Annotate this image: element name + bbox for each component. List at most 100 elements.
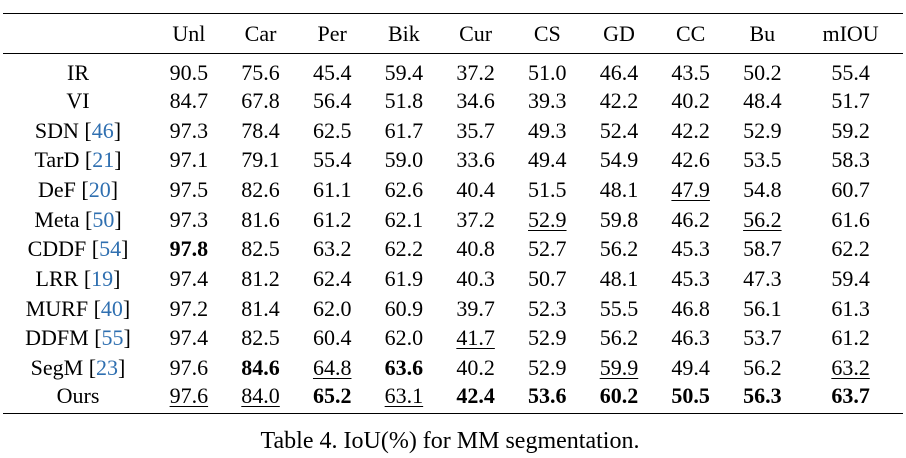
- cell-value: 84.0: [241, 382, 280, 408]
- table-row: DDFM [55] 97.4 82.5 60.4 62.0 41.7 52.9 56.2 46.…: [3, 324, 903, 354]
- citation-link[interactable]: 46: [91, 117, 114, 143]
- cell-value: 63.2: [831, 355, 870, 381]
- column-header: GD: [583, 13, 655, 54]
- table-row: MURF [40] 97.2 81.4 62.0 60.9 39.7 52.3 55.5 46.…: [3, 294, 903, 324]
- value-cell: 56.3: [726, 382, 799, 414]
- cell-value: 63.7: [831, 382, 870, 408]
- value-cell: 64.8: [296, 353, 368, 383]
- cell-value: 62.4: [312, 265, 352, 291]
- cell-value: 97.6: [169, 355, 209, 381]
- value-cell: 50.7: [511, 264, 583, 294]
- value-cell: 63.2: [798, 353, 903, 383]
- method-cell: SDN [46]: [34, 117, 122, 143]
- value-cell: 97.6: [153, 382, 225, 414]
- cell-value: 61.2: [831, 325, 870, 351]
- value-cell: 53.5: [727, 145, 799, 175]
- citation-link[interactable]: 50: [92, 206, 115, 232]
- value-cell: 48.1: [583, 175, 655, 205]
- cell-value: 52.9: [743, 117, 782, 143]
- value-cell: 52.9: [511, 324, 583, 354]
- value-cell: 42.6: [655, 145, 727, 175]
- value-cell: 78.4: [225, 116, 297, 146]
- cell-value: 62.2: [831, 236, 870, 262]
- method-name: LRR: [35, 265, 79, 291]
- column-header: CS: [511, 13, 584, 54]
- citation-link[interactable]: 19: [91, 265, 114, 291]
- value-cell: 42.2: [583, 86, 655, 116]
- cell-value: 40.2: [671, 87, 710, 113]
- table-row: CDDF [54] 97.8 82.5 63.2 62.2 40.8 52.7 56.2 45.…: [3, 234, 903, 264]
- method-name: VI: [66, 87, 90, 113]
- method-name: Ours: [56, 382, 100, 408]
- citation-link[interactable]: 40: [100, 295, 123, 321]
- cell-value: 90.5: [169, 60, 209, 85]
- value-cell: 61.9: [368, 264, 440, 294]
- cell-value: 97.3: [169, 117, 209, 143]
- cell-value: 97.5: [169, 176, 209, 202]
- cell-value: 56.4: [312, 87, 352, 113]
- value-cell: 62.0: [368, 324, 440, 354]
- value-cell: 82.6: [225, 175, 297, 205]
- method-name: MURF: [25, 295, 89, 321]
- column-header: Per: [296, 13, 369, 54]
- value-cell: 62.2: [798, 234, 903, 264]
- cell-value: 47.9: [671, 176, 710, 202]
- cell-value: 50.5: [671, 382, 710, 408]
- cell-value: 42.6: [671, 147, 710, 173]
- citation-link[interactable]: 54: [99, 236, 122, 262]
- value-cell: 49.3: [511, 116, 583, 146]
- value-cell: 45.3: [655, 264, 727, 294]
- value-cell: 97.4: [153, 324, 225, 354]
- cell-value: 46.8: [671, 295, 710, 321]
- value-cell: 49.4: [511, 145, 583, 175]
- method-cell: MURF [40]: [25, 295, 131, 321]
- cell-value: 59.8: [599, 206, 639, 232]
- value-cell: 50.5: [654, 382, 727, 414]
- cell-value: 37.2: [456, 206, 495, 232]
- cell-value: 53.5: [743, 147, 782, 173]
- value-cell: 59.4: [368, 54, 440, 87]
- value-cell: 75.6: [225, 54, 297, 87]
- value-cell: 52.9: [511, 205, 583, 235]
- table-row: VI 84.7 67.8 56.4 51.8 34.6 39.3 42.2 40.2 48.4 51…: [3, 86, 903, 116]
- cell-value: 62.0: [312, 295, 352, 321]
- citation-link[interactable]: 20: [88, 176, 111, 202]
- value-cell: 33.6: [440, 145, 512, 175]
- table-row: LRR [19] 97.4 81.2 62.4 61.9 40.3 50.7 48.1 45.3…: [3, 264, 903, 294]
- cell-value: 61.7: [384, 117, 424, 143]
- value-cell: 45.4: [296, 54, 368, 87]
- value-cell: 39.7: [440, 294, 512, 324]
- cell-value: 53.6: [528, 382, 567, 408]
- method-name: SegM: [30, 355, 84, 381]
- cell-value: 49.4: [528, 147, 567, 173]
- citation-link[interactable]: 23: [96, 355, 119, 381]
- value-cell: 54.9: [583, 145, 655, 175]
- cell-value: 59.9: [599, 355, 639, 381]
- cell-value: 53.7: [743, 325, 782, 351]
- value-cell: 48.1: [583, 264, 655, 294]
- cell-value: 60.7: [831, 176, 870, 202]
- cell-value: 60.4: [312, 325, 352, 351]
- method-name: SDN: [34, 117, 79, 143]
- cell-value: 59.2: [831, 117, 870, 143]
- citation-link[interactable]: 55: [101, 325, 124, 351]
- cell-value: 39.7: [456, 295, 495, 321]
- table-row: DeF [20] 97.5 82.6 61.1 62.6 40.4 51.5 48.1 47.9…: [3, 175, 903, 205]
- cell-value: 81.2: [241, 265, 280, 291]
- cell-value: 50.2: [743, 60, 782, 85]
- cell-value: 81.4: [241, 295, 280, 321]
- method-name: DeF: [37, 176, 76, 202]
- cell-value: 62.2: [384, 236, 424, 262]
- value-cell: 47.9: [655, 175, 727, 205]
- value-cell: 59.2: [798, 116, 903, 146]
- value-cell: 53.7: [727, 324, 799, 354]
- citation-link[interactable]: 21: [92, 147, 115, 173]
- value-cell: 59.0: [368, 145, 440, 175]
- cell-value: 51.8: [384, 87, 424, 113]
- value-cell: 55.4: [798, 54, 903, 87]
- cell-value: 52.4: [599, 117, 639, 143]
- method-cell: LRR [19]: [35, 265, 121, 291]
- value-cell: 97.3: [153, 116, 225, 146]
- cell-value: 59.4: [384, 60, 424, 85]
- value-cell: 48.4: [727, 86, 799, 116]
